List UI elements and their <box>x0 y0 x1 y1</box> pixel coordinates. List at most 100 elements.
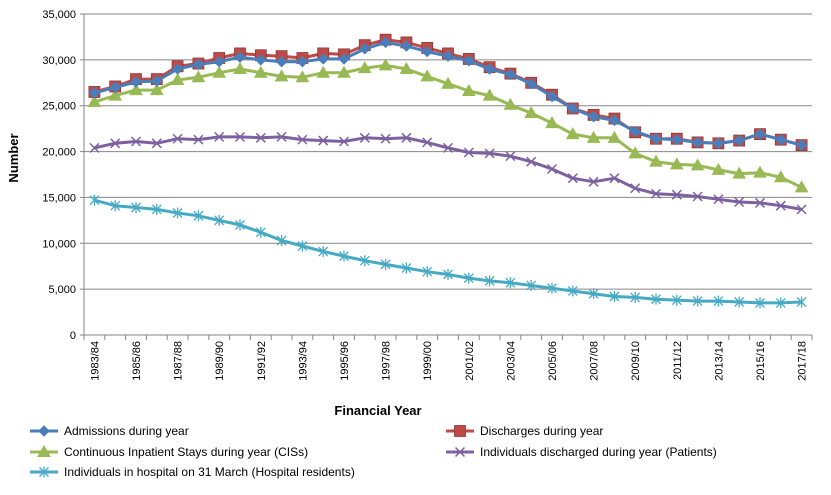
data-point <box>463 272 474 284</box>
data-point <box>587 111 600 123</box>
data-point <box>379 36 392 49</box>
y-tick-label: 25,000 <box>42 101 76 113</box>
legend-label: Continuous Inpatient Stays during year (… <box>64 445 308 459</box>
data-point <box>795 139 808 151</box>
data-point <box>359 132 370 143</box>
data-point <box>732 166 747 179</box>
data-point <box>422 137 433 148</box>
data-point <box>172 133 183 144</box>
data-point <box>89 194 100 206</box>
data-point <box>482 88 497 101</box>
data-point <box>484 275 495 287</box>
data-point <box>609 290 620 302</box>
data-point <box>588 176 599 187</box>
data-point <box>87 95 102 108</box>
data-point <box>754 197 766 208</box>
data-point <box>794 180 809 193</box>
data-point <box>130 136 142 147</box>
series-lines <box>87 33 809 309</box>
series-5 <box>89 194 807 309</box>
data-point <box>399 62 414 75</box>
y-tick-label: 0 <box>70 330 76 342</box>
x-axis: 1983/84 1985/86 1987/88 1989/90 1991/92 1993/… <box>83 334 813 381</box>
data-point <box>442 50 454 62</box>
data-point <box>671 189 682 200</box>
legend-entry-2: Discharges during year <box>446 424 603 438</box>
y-tick-label: 30,000 <box>42 55 76 67</box>
data-point <box>339 250 349 262</box>
data-point <box>775 133 787 146</box>
data-point <box>88 87 101 99</box>
x-tick-label: 1995/96 <box>339 341 351 381</box>
x-tick-label: 1989/90 <box>214 341 226 381</box>
data-point <box>505 277 516 289</box>
data-point <box>671 133 683 146</box>
data-point <box>609 173 620 184</box>
x-tick-label: 1983/84 <box>89 341 101 381</box>
data-point <box>378 58 393 71</box>
data-point <box>110 200 121 212</box>
y-tick-label: 35,000 <box>42 9 76 21</box>
data-point <box>420 69 435 82</box>
data-point <box>692 295 703 307</box>
x-tick-label: 2003/04 <box>505 341 517 381</box>
data-point <box>276 235 287 247</box>
data-point <box>151 138 162 149</box>
data-point <box>172 207 183 219</box>
data-point <box>131 202 141 214</box>
legend-entry-3: Continuous Inpatient Stays during year (… <box>30 444 308 459</box>
data-point <box>773 170 788 183</box>
data-point <box>671 294 682 306</box>
data-point <box>214 131 225 142</box>
data-point <box>255 226 266 238</box>
data-point <box>359 255 370 267</box>
legend-label: Individuals discharged during year (Pati… <box>480 445 717 459</box>
data-point <box>505 151 516 162</box>
data-point <box>109 81 121 94</box>
data-point <box>690 158 705 171</box>
data-point <box>151 203 162 215</box>
data-point <box>297 240 308 252</box>
data-point <box>483 63 496 75</box>
x-tick-label: 1985/86 <box>131 341 143 381</box>
data-point <box>526 279 537 291</box>
legend-entry-4: Individuals discharged during year (Pati… <box>446 445 717 459</box>
data-point <box>775 200 786 211</box>
data-point <box>733 134 745 147</box>
legend-entry-5: Individuals in hospital on 31 March (Hos… <box>30 465 355 479</box>
data-point <box>316 65 331 78</box>
data-point <box>651 293 661 305</box>
legend-marker <box>39 466 49 478</box>
legend-label: Admissions during year <box>64 424 189 438</box>
data-point <box>546 163 558 175</box>
legend-marker <box>38 425 50 437</box>
y-tick-label: 20,000 <box>42 147 76 159</box>
data-point <box>755 297 765 309</box>
data-point <box>463 55 475 67</box>
series-3 <box>87 58 809 193</box>
data-point <box>503 97 518 110</box>
data-point <box>401 132 412 143</box>
data-point <box>691 136 704 149</box>
data-point <box>567 102 579 115</box>
data-point <box>235 219 245 231</box>
x-tick-label: 2001/02 <box>464 341 476 381</box>
data-point <box>525 77 537 90</box>
data-point <box>734 196 745 208</box>
data-point <box>713 295 724 307</box>
y-axis-title: Number <box>6 133 21 182</box>
data-point <box>422 266 433 278</box>
legend-marker <box>454 446 466 458</box>
data-point <box>359 43 371 55</box>
data-point <box>629 125 641 138</box>
data-point <box>650 188 662 199</box>
data-point <box>338 136 350 147</box>
data-point <box>191 70 206 83</box>
data-point <box>567 173 578 184</box>
y-axis: 0 5,000 10,000 15,000 20,000 25,000 30,000 35,0… <box>42 9 85 342</box>
data-point <box>296 55 309 68</box>
data-point <box>734 296 745 308</box>
data-point <box>608 114 621 127</box>
legend-marker <box>454 425 466 437</box>
x-tick-label: 2015/16 <box>755 341 767 381</box>
